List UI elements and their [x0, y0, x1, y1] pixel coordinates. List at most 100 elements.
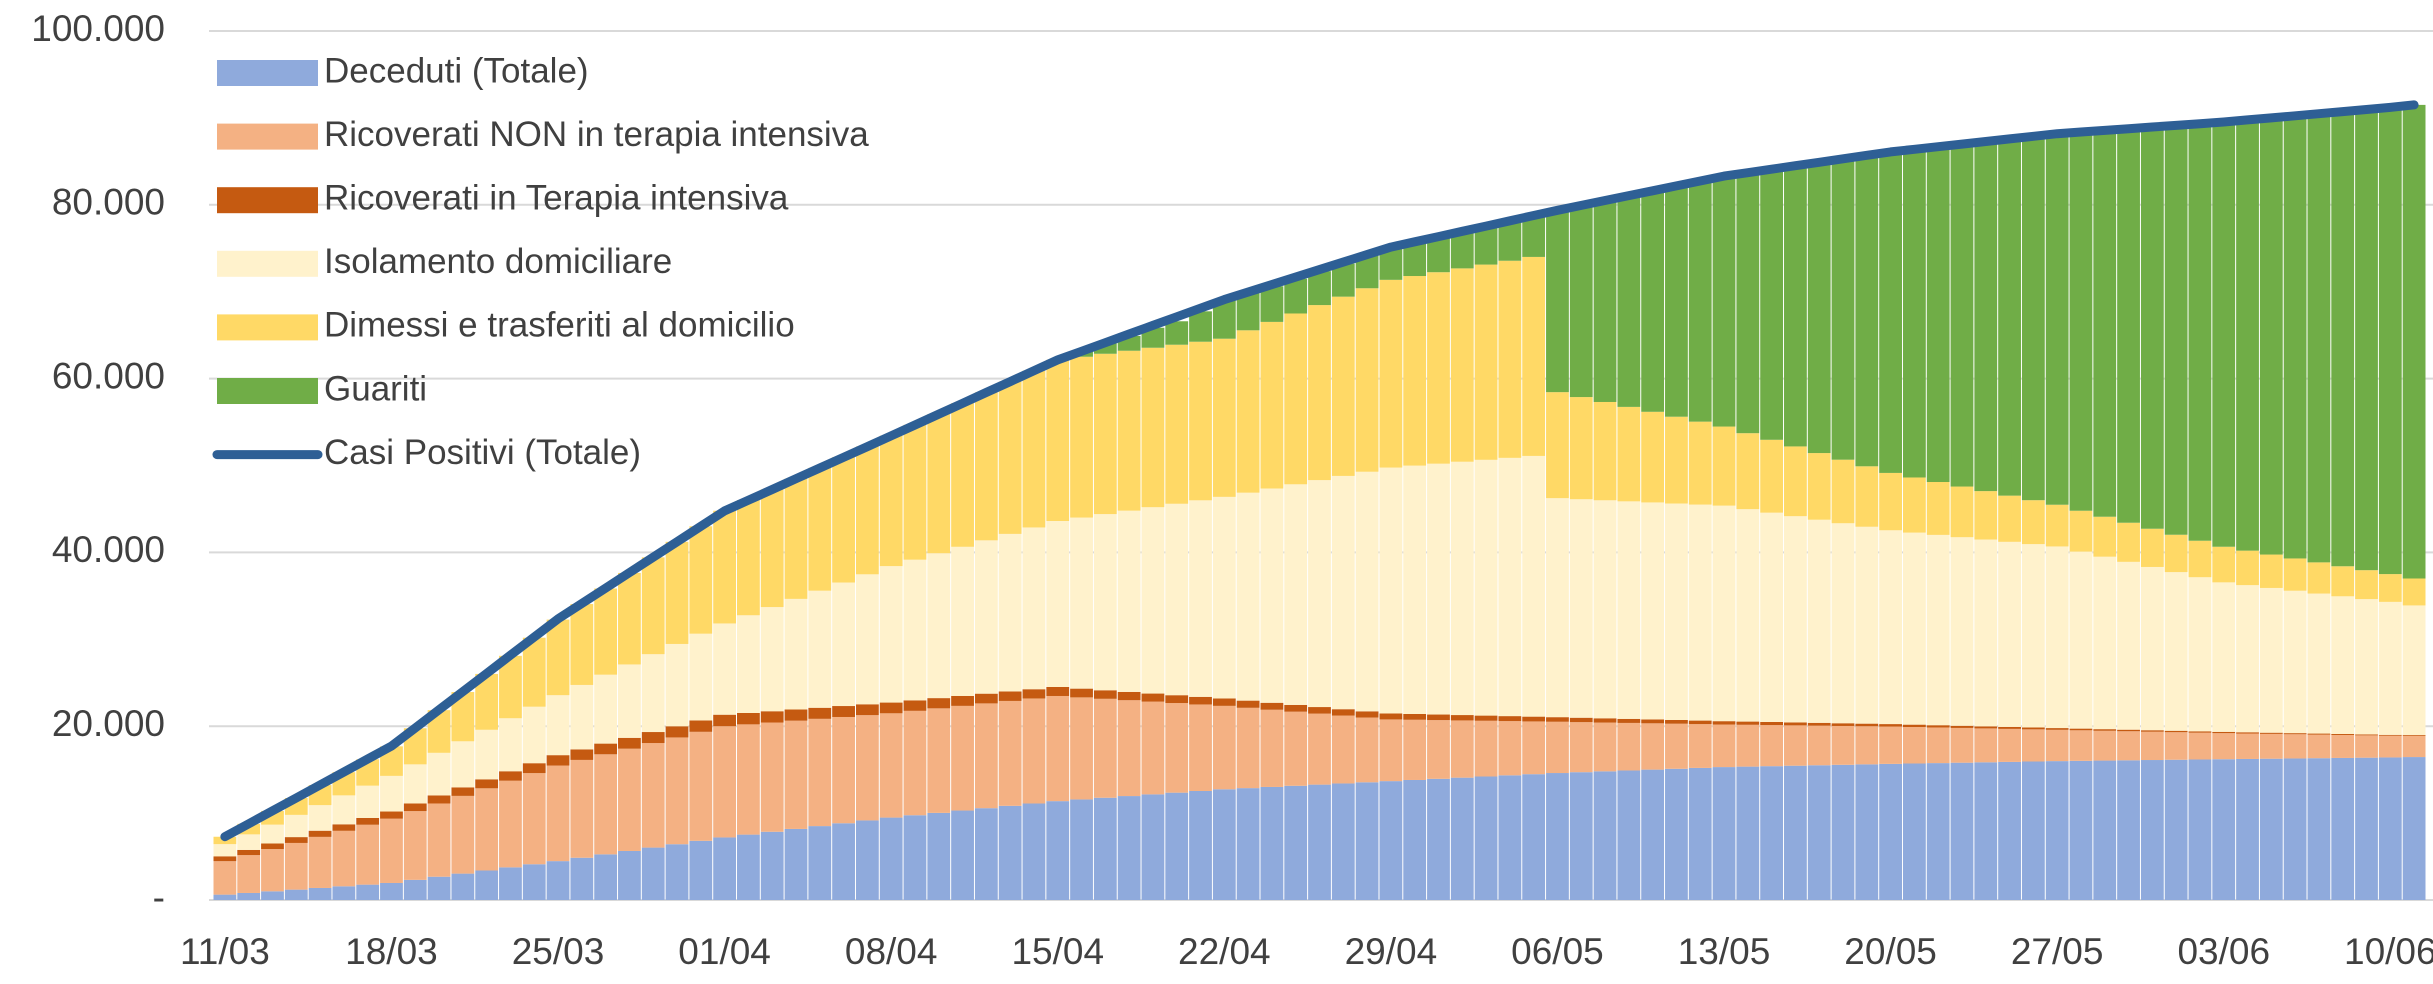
bar-segment [1474, 776, 1498, 900]
x-tick-label: 25/03 [512, 931, 605, 972]
bar-segment [1189, 790, 1212, 900]
bar-segment [213, 894, 237, 900]
bar-segment [2259, 554, 2283, 588]
bar-segment [237, 892, 261, 900]
bar-segment [1117, 510, 1141, 692]
bar-segment [332, 795, 356, 825]
bar-segment [1070, 356, 1093, 518]
bar-segment [951, 810, 974, 900]
bar-segment [1736, 721, 1760, 725]
legend-swatch [217, 250, 318, 277]
bar-segment [1355, 711, 1379, 718]
bar-segment [808, 826, 832, 900]
bar-segment [903, 700, 927, 711]
bar-segment [1760, 439, 1784, 513]
bar-segment [499, 718, 522, 772]
bar-segment [1498, 260, 1522, 458]
bar-segment [1498, 775, 1522, 900]
bar-segment [2188, 759, 2212, 900]
bar-segment [1165, 321, 1189, 345]
lines [220, 100, 2419, 842]
bar-segment [1236, 788, 1260, 900]
bar-segment [1665, 416, 1688, 504]
bar-segment [1260, 286, 1284, 322]
bar-segment [1665, 768, 1688, 900]
bar-segment [974, 693, 998, 704]
bar-segment [713, 714, 737, 727]
bar-segment [855, 446, 879, 575]
bar-segment [1569, 717, 1593, 723]
bar-segment [1688, 720, 1712, 725]
bar-segment [522, 637, 546, 707]
bar-segment [1855, 723, 1879, 727]
bar-segment [2378, 601, 2402, 735]
bar-segment [1902, 148, 1926, 478]
bar-segment [1902, 726, 1926, 764]
bar-segment [1688, 421, 1712, 505]
bar-segment [2069, 510, 2093, 552]
bar-segment [1093, 797, 1117, 900]
x-tick-label: 20/05 [1844, 931, 1937, 972]
bar-segment [284, 814, 308, 838]
bar-segment [1236, 292, 1260, 331]
bar-segment [1450, 231, 1474, 269]
bar-segment [1879, 724, 1902, 727]
bar-segment [237, 834, 261, 850]
bar-segment [1855, 466, 1879, 527]
bar-segment [2259, 587, 2283, 733]
bar-segment [1046, 801, 1070, 900]
total-line [220, 100, 2419, 842]
bar-segment [903, 710, 927, 816]
bar-segment [1760, 169, 1784, 440]
bar-segment [1189, 500, 1212, 697]
bar-segment [1950, 537, 1974, 726]
bar-segment [2331, 566, 2355, 597]
bar-segment [356, 824, 380, 885]
bar-segment [1498, 220, 1522, 261]
bar-segment [1331, 475, 1355, 710]
bar-segment [2212, 731, 2236, 734]
bar-segment [380, 811, 403, 819]
bar-segment [2140, 730, 2164, 732]
bar-segment [1284, 278, 1308, 314]
bars [213, 104, 2426, 900]
bar-segment [855, 574, 879, 705]
bar-segment [1427, 720, 1450, 779]
bar-segment [1403, 713, 1427, 720]
bar-segment [1355, 255, 1379, 289]
bar-segment [1950, 727, 1974, 763]
bar-segment [665, 844, 689, 900]
bar-segment [356, 884, 380, 900]
bar-segment [2069, 551, 2093, 729]
bar-segment [1784, 765, 1807, 900]
bar-segment [2307, 593, 2331, 734]
bar-segment [1379, 781, 1403, 900]
bar-segment [713, 726, 737, 838]
bar-segment [1331, 715, 1355, 784]
bar-segment [1403, 465, 1427, 714]
bar-segment [760, 831, 784, 900]
x-tick-label: 03/06 [2177, 931, 2270, 972]
bar-segment [1498, 457, 1522, 717]
bar-segment [1617, 718, 1641, 723]
bar-segment [2259, 758, 2283, 900]
bar-segment [1926, 727, 1950, 764]
bar-segment [1926, 146, 1950, 483]
bar-segment [1974, 726, 1998, 729]
bar-segment [427, 795, 451, 804]
bar-segment [1260, 786, 1284, 900]
bar-segment [1236, 700, 1260, 708]
bar-segment [1641, 411, 1665, 503]
bar-segment [1879, 530, 1902, 725]
bar-segment [1522, 774, 1546, 900]
bar-segment [261, 843, 284, 850]
bar-segment [2021, 727, 2045, 730]
legend-label: Deceduti (Totale) [324, 51, 589, 90]
bar-segment [1831, 523, 1855, 724]
bar-segment [403, 803, 427, 812]
bar-segment [2307, 758, 2331, 900]
bar-segment [546, 755, 570, 766]
bar-segment [1641, 769, 1665, 900]
bar-segment [2164, 732, 2188, 760]
bar-segment [951, 705, 974, 811]
